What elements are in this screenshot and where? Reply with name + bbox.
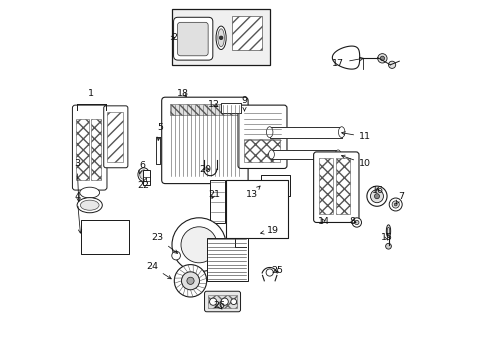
- Text: 23: 23: [151, 233, 177, 253]
- Ellipse shape: [338, 127, 344, 138]
- Text: 9: 9: [241, 96, 247, 111]
- Text: 1: 1: [88, 89, 94, 98]
- Text: 15: 15: [380, 233, 392, 242]
- Text: 18: 18: [177, 89, 189, 98]
- Circle shape: [265, 269, 273, 276]
- Text: 2: 2: [171, 33, 177, 42]
- Ellipse shape: [80, 200, 99, 210]
- Ellipse shape: [80, 187, 100, 198]
- Text: 4: 4: [74, 192, 81, 233]
- FancyBboxPatch shape: [103, 106, 127, 168]
- Text: 19: 19: [260, 226, 279, 235]
- Bar: [221, 103, 241, 113]
- Circle shape: [388, 198, 401, 211]
- Circle shape: [374, 194, 379, 199]
- FancyBboxPatch shape: [162, 97, 247, 184]
- Bar: [271, 150, 337, 159]
- Circle shape: [380, 56, 384, 60]
- Bar: [210, 180, 224, 223]
- Circle shape: [351, 218, 361, 227]
- FancyBboxPatch shape: [313, 152, 358, 222]
- Bar: [81, 220, 129, 254]
- Bar: [260, 175, 289, 196]
- Text: 3: 3: [74, 159, 80, 202]
- Text: 16: 16: [371, 186, 383, 195]
- Bar: [319, 158, 332, 214]
- Text: 17: 17: [331, 57, 363, 68]
- Text: 21: 21: [207, 190, 220, 199]
- Text: 11: 11: [341, 132, 370, 141]
- Ellipse shape: [386, 227, 389, 235]
- Text: 5: 5: [157, 123, 163, 140]
- Circle shape: [219, 36, 223, 40]
- Bar: [260, 175, 289, 196]
- Bar: [107, 112, 123, 162]
- Bar: [208, 295, 236, 308]
- Bar: [269, 127, 341, 138]
- Text: 26: 26: [213, 302, 225, 310]
- Ellipse shape: [218, 29, 224, 47]
- Text: 8: 8: [349, 217, 355, 226]
- Ellipse shape: [77, 198, 102, 213]
- Bar: [81, 220, 129, 254]
- Text: 25: 25: [270, 266, 283, 275]
- Ellipse shape: [138, 168, 149, 181]
- Bar: [244, 139, 280, 162]
- Ellipse shape: [216, 26, 225, 49]
- Ellipse shape: [386, 225, 390, 238]
- Circle shape: [230, 299, 236, 305]
- Bar: [91, 119, 101, 180]
- Bar: [269, 127, 341, 138]
- Bar: [142, 170, 150, 185]
- Circle shape: [393, 203, 396, 206]
- Bar: [155, 137, 160, 164]
- Bar: [169, 104, 240, 115]
- Text: 22: 22: [138, 178, 149, 190]
- Circle shape: [366, 186, 386, 206]
- Text: 12: 12: [207, 100, 220, 109]
- Bar: [271, 150, 337, 159]
- Bar: [226, 180, 287, 238]
- Circle shape: [370, 190, 383, 203]
- Bar: [155, 137, 160, 164]
- Circle shape: [391, 201, 399, 208]
- Circle shape: [172, 218, 225, 272]
- Circle shape: [385, 243, 390, 249]
- FancyBboxPatch shape: [72, 105, 107, 190]
- Ellipse shape: [266, 127, 272, 138]
- FancyBboxPatch shape: [177, 22, 208, 56]
- Circle shape: [174, 265, 206, 297]
- Bar: [206, 238, 247, 281]
- Text: 24: 24: [146, 262, 171, 279]
- Text: 13: 13: [245, 186, 260, 199]
- Circle shape: [354, 220, 358, 225]
- Circle shape: [181, 272, 199, 290]
- Ellipse shape: [335, 150, 340, 159]
- Text: 7: 7: [395, 192, 403, 204]
- Circle shape: [209, 298, 216, 305]
- Circle shape: [181, 227, 217, 263]
- Bar: [231, 16, 262, 50]
- Circle shape: [186, 277, 194, 284]
- Bar: [76, 119, 89, 180]
- FancyBboxPatch shape: [173, 17, 212, 60]
- Circle shape: [221, 298, 228, 305]
- Bar: [172, 9, 269, 65]
- Circle shape: [171, 251, 180, 260]
- Text: 6: 6: [139, 161, 144, 174]
- Circle shape: [387, 61, 395, 68]
- Bar: [336, 158, 349, 214]
- FancyBboxPatch shape: [204, 291, 240, 312]
- Circle shape: [377, 54, 386, 63]
- Text: 14: 14: [317, 217, 329, 226]
- Text: 10: 10: [341, 155, 370, 168]
- Bar: [226, 180, 287, 238]
- FancyBboxPatch shape: [238, 105, 286, 168]
- Text: 20: 20: [199, 165, 210, 174]
- Ellipse shape: [140, 170, 147, 179]
- Bar: [221, 103, 241, 113]
- Ellipse shape: [268, 150, 274, 159]
